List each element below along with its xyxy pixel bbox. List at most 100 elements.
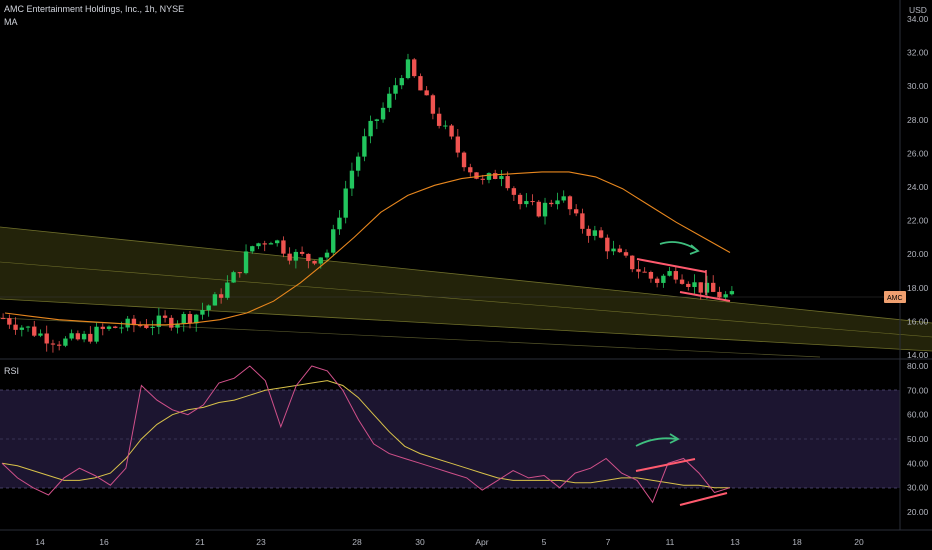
candle-body (194, 314, 199, 324)
channel-fill (0, 227, 932, 351)
candle-body (592, 230, 598, 236)
candle-body (218, 294, 224, 298)
candle-body (331, 229, 336, 253)
candle-body (256, 243, 261, 247)
candle-body (430, 95, 436, 114)
rsi-tick-label: 20.00 (907, 507, 929, 517)
candle-body (424, 90, 429, 96)
time-tick-label: 11 (666, 537, 675, 547)
time-tick-label: 13 (730, 537, 740, 547)
rsi-tick-label: 30.00 (907, 483, 929, 493)
candle-body (299, 251, 305, 254)
price-ticks: 34.00 32.00 30.00 28.00 26.00 24.00 22.00 20.00… (907, 14, 929, 360)
candle-body (698, 282, 703, 293)
candle-body (711, 282, 716, 292)
candle-body (362, 136, 367, 157)
candle-body (137, 325, 143, 327)
price-tick-label: 30.00 (907, 81, 929, 91)
candle-body (623, 252, 629, 256)
candle-body (654, 278, 660, 283)
candle-body (393, 85, 398, 94)
candle-body (32, 326, 37, 336)
candle-body (580, 213, 585, 229)
candle-body (449, 125, 454, 137)
price-pane (0, 53, 932, 358)
rsi-tick-label: 50.00 (907, 434, 929, 444)
candle-body (81, 333, 87, 340)
price-tick-label: 22.00 (907, 216, 929, 226)
candle-body (119, 327, 124, 329)
candle-body (212, 294, 218, 306)
rsi-trend-lower (679, 492, 728, 506)
time-tick-label: 7 (606, 537, 611, 547)
candle-body (648, 272, 654, 279)
candle-body (468, 167, 473, 173)
candle-body (704, 282, 710, 293)
candle-body (536, 201, 541, 217)
candle-body (237, 272, 242, 274)
candle-body (324, 252, 330, 258)
rsi-ticks: 80.00 70.00 60.00 50.00 40.00 30.00 20.00 (907, 361, 929, 517)
candle-body (461, 152, 467, 168)
candle-body (542, 202, 548, 217)
candle-body (100, 326, 105, 329)
candle-body (524, 201, 529, 205)
chart-title: AMC Entertainment Holdings, Inc., 1h, NY… (4, 4, 185, 14)
price-tick-label: 20.00 (907, 249, 929, 259)
rsi-green-arrow-head-icon (669, 433, 680, 444)
trend-line-upper (636, 258, 707, 273)
candle-body (250, 246, 255, 252)
ticker-badge-text: AMC (887, 295, 903, 302)
price-tick-label: 16.00 (907, 316, 929, 326)
candle-body (63, 338, 68, 346)
candle-body (380, 107, 386, 120)
candle-body (530, 201, 535, 203)
candle-body (443, 125, 448, 127)
candle-body (293, 251, 299, 261)
candle-body (94, 326, 99, 342)
candle-body (679, 279, 685, 284)
candle-body (0, 318, 6, 320)
ma-line (4, 171, 731, 326)
candle-body (692, 282, 697, 287)
candle-body (44, 333, 49, 344)
price-tick-label: 32.00 (907, 48, 929, 58)
candle-body (231, 272, 236, 283)
candle-body (343, 188, 348, 218)
candle-body (505, 176, 510, 189)
candle-body (686, 283, 691, 287)
candle-body (69, 333, 74, 339)
time-tick-label: 5 (542, 537, 547, 547)
time-tick-label: 18 (792, 537, 802, 547)
candle-body (636, 269, 641, 272)
rsi-ma-line (1, 380, 730, 489)
candle-body (262, 243, 267, 245)
candle-body (617, 248, 622, 253)
rsi-tick-label: 40.00 (907, 458, 929, 468)
candle-body (729, 291, 735, 295)
rsi-pane (0, 365, 900, 506)
candle-body (517, 194, 523, 205)
candle-body (56, 344, 62, 346)
candle-body (312, 260, 317, 264)
candle-body (287, 253, 292, 261)
candle-body (723, 294, 728, 298)
time-tick-label: 16 (99, 537, 109, 547)
candle-body (25, 326, 31, 328)
candle-body (549, 202, 554, 205)
candle-body (206, 305, 211, 311)
time-axis: 14 16 21 23 28 30 Apr 5 7 11 13 18 20 (0, 529, 932, 547)
candle-body (561, 196, 566, 201)
candle-body (598, 230, 604, 238)
candle-body (225, 282, 230, 298)
price-tick-label: 34.00 (907, 14, 929, 24)
candle-body (630, 255, 635, 270)
channel-bottom-line (0, 298, 932, 352)
time-tick-label: 14 (35, 537, 45, 547)
candle-body (268, 243, 274, 245)
rsi-green-arrow-icon (635, 437, 677, 447)
candle-body (355, 156, 361, 171)
channel-top-line (0, 226, 932, 324)
candle-body (611, 248, 616, 252)
candle-body (717, 291, 722, 298)
